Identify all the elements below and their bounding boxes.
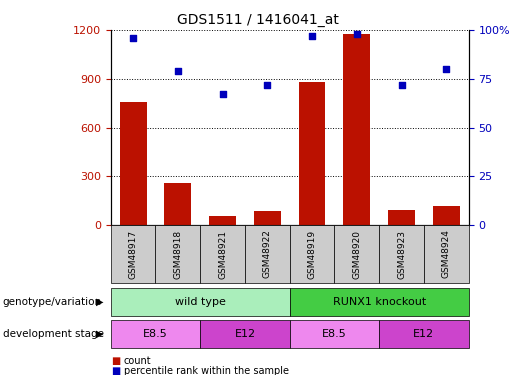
Text: development stage: development stage [3,329,104,339]
Text: GSM48919: GSM48919 [307,230,317,279]
Text: ■: ■ [111,366,120,375]
Text: GSM48924: GSM48924 [442,230,451,279]
Bar [209,216,236,225]
Bar [289,320,379,348]
Bar [433,206,460,225]
Text: RUNX1 knockout: RUNX1 knockout [333,297,426,307]
Point [442,66,451,72]
Point [218,92,227,98]
Bar [245,225,289,283]
Bar [111,288,289,316]
Point [353,31,361,37]
Bar [254,211,281,225]
Point [308,33,316,39]
Bar [119,102,146,225]
Text: GDS1511 / 1416041_at: GDS1511 / 1416041_at [177,13,338,27]
Text: GSM48918: GSM48918 [174,230,182,279]
Point [174,68,182,74]
Bar [289,288,469,316]
Bar [200,225,245,283]
Text: percentile rank within the sample: percentile rank within the sample [124,366,288,375]
Bar [388,210,415,225]
Bar [164,183,191,225]
Bar [344,34,370,225]
Bar [111,225,156,283]
Bar [156,225,200,283]
Text: genotype/variation: genotype/variation [3,297,101,307]
Text: GSM48920: GSM48920 [352,230,362,279]
Text: E12: E12 [414,329,435,339]
Bar [334,225,379,283]
Text: ▶: ▶ [95,297,103,307]
Point [263,82,271,88]
Text: ▶: ▶ [95,329,103,339]
Point [398,82,406,88]
Text: GSM48923: GSM48923 [397,230,406,279]
Text: E12: E12 [234,329,255,339]
Text: wild type: wild type [175,297,226,307]
Text: E8.5: E8.5 [143,329,168,339]
Bar [289,225,334,283]
Text: GSM48917: GSM48917 [129,230,138,279]
Text: count: count [124,356,151,366]
Text: GSM48921: GSM48921 [218,230,227,279]
Bar [111,320,200,348]
Bar [424,225,469,283]
Text: ■: ■ [111,356,120,366]
Bar [379,225,424,283]
Text: E8.5: E8.5 [322,329,347,339]
Bar [200,320,289,348]
Bar [379,320,469,348]
Point [129,35,137,41]
Text: GSM48922: GSM48922 [263,230,272,279]
Bar [299,82,325,225]
